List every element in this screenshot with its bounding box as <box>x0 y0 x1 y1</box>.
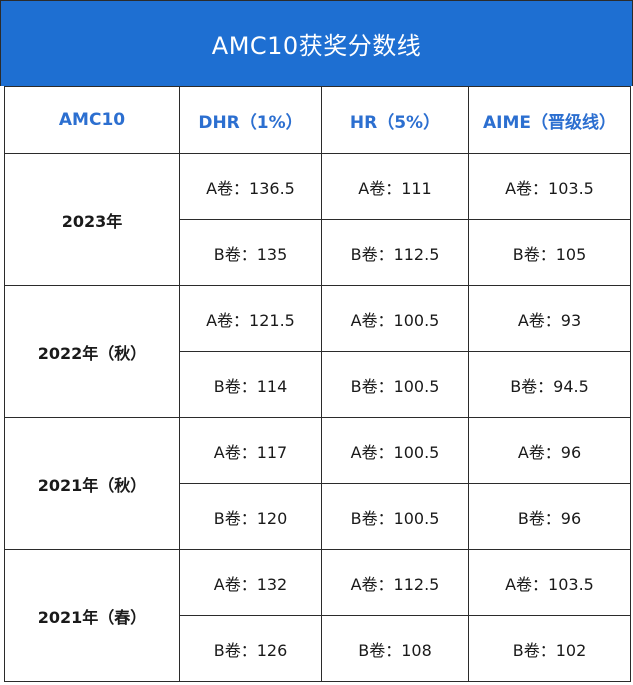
year-cell: 2022年（秋） <box>4 285 180 418</box>
table-row: B卷：114 B卷：100.5 B卷：94.5 <box>5 351 631 418</box>
aime-cell: B卷：105 <box>468 219 631 286</box>
hr-cell: B卷：112.5 <box>321 219 469 286</box>
aime-cell: B卷：102 <box>468 615 631 682</box>
table-row: B卷：135 B卷：112.5 B卷：105 <box>5 219 631 286</box>
aime-cell: A卷：93 <box>468 285 631 352</box>
table-row: B卷：126 B卷：108 B卷：102 <box>5 615 631 682</box>
hr-cell: B卷：108 <box>321 615 469 682</box>
table-row: B卷：120 B卷：100.5 B卷：96 <box>5 483 631 550</box>
aime-cell: A卷：103.5 <box>468 549 631 616</box>
header-row: AMC10 DHR（1%） HR（5%） AIME（晋级线） <box>4 86 631 154</box>
header-hr: HR（5%） <box>321 86 469 154</box>
year-cell: 2023年 <box>4 153 180 286</box>
dhr-cell: B卷：114 <box>179 351 322 418</box>
table-row: 2021年（秋） A卷：117 A卷：100.5 A卷：96 <box>4 417 631 550</box>
table-row: 2023年 A卷：136.5 A卷：111 A卷：103.5 <box>4 153 631 286</box>
table-title: AMC10获奖分数线 <box>0 0 633 86</box>
header-aime: AIME（晋级线） <box>468 86 631 154</box>
dhr-cell: A卷：117 <box>179 417 322 484</box>
year-cell: 2021年（秋） <box>4 417 180 550</box>
year-cell: 2021年（春） <box>4 549 180 682</box>
dhr-cell: B卷：126 <box>179 615 322 682</box>
hr-cell: A卷：100.5 <box>321 417 469 484</box>
dhr-cell: A卷：121.5 <box>179 285 322 352</box>
hr-cell: A卷：111 <box>321 153 469 220</box>
aime-cell: B卷：94.5 <box>468 351 631 418</box>
hr-cell: B卷：100.5 <box>321 351 469 418</box>
score-table: AMC10 DHR（1%） HR（5%） AIME（晋级线） 2023年 A卷：… <box>4 86 631 682</box>
header-dhr: DHR（1%） <box>179 86 322 154</box>
aime-cell: A卷：103.5 <box>468 153 631 220</box>
dhr-cell: B卷：135 <box>179 219 322 286</box>
dhr-cell: A卷：136.5 <box>179 153 322 220</box>
hr-cell: B卷：100.5 <box>321 483 469 550</box>
table-row: 2022年（秋） A卷：121.5 A卷：100.5 A卷：93 <box>4 285 631 418</box>
hr-cell: A卷：100.5 <box>321 285 469 352</box>
hr-cell: A卷：112.5 <box>321 549 469 616</box>
aime-cell: A卷：96 <box>468 417 631 484</box>
dhr-cell: B卷：120 <box>179 483 322 550</box>
header-amc10: AMC10 <box>4 86 180 154</box>
table-row: 2021年（春） A卷：132 A卷：112.5 A卷：103.5 <box>4 549 631 682</box>
dhr-cell: A卷：132 <box>179 549 322 616</box>
aime-cell: B卷：96 <box>468 483 631 550</box>
